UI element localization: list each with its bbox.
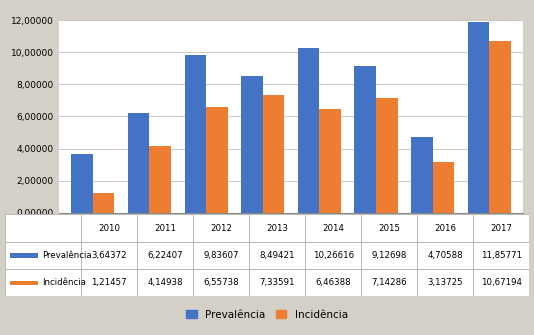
Bar [473, 214, 529, 242]
Bar [305, 269, 361, 296]
Text: 11,85771: 11,85771 [481, 251, 522, 260]
Text: Incidência: Incidência [43, 278, 87, 287]
Text: 4,14938: 4,14938 [147, 278, 183, 287]
Bar [263, 95, 284, 213]
Bar [305, 214, 361, 242]
Bar [71, 154, 93, 213]
Text: 6,55738: 6,55738 [203, 278, 239, 287]
Bar [473, 242, 529, 269]
Bar [468, 22, 489, 213]
Bar [376, 98, 397, 213]
Bar [150, 146, 171, 213]
Bar [417, 214, 473, 242]
Bar [128, 113, 150, 213]
Bar [298, 48, 319, 213]
Text: 2017: 2017 [490, 223, 512, 232]
Bar [473, 269, 529, 296]
Text: 1,21457: 1,21457 [91, 278, 127, 287]
Text: 7,14286: 7,14286 [371, 278, 407, 287]
Text: 7,33591: 7,33591 [260, 278, 295, 287]
Bar [81, 214, 137, 242]
Legend: Prevalência, Incidência: Prevalência, Incidência [184, 308, 350, 322]
Bar [361, 269, 417, 296]
Bar [193, 214, 249, 242]
Text: 6,46388: 6,46388 [316, 278, 351, 287]
Text: 2016: 2016 [434, 223, 456, 232]
Bar [411, 137, 433, 213]
Text: 2011: 2011 [154, 223, 176, 232]
Text: 9,83607: 9,83607 [203, 251, 239, 260]
Text: 2013: 2013 [266, 223, 288, 232]
Bar [5, 269, 81, 296]
Bar [185, 55, 206, 213]
Bar [361, 214, 417, 242]
Bar [137, 242, 193, 269]
Text: 2012: 2012 [210, 223, 232, 232]
Bar [417, 242, 473, 269]
Text: 4,70588: 4,70588 [427, 251, 463, 260]
Bar [93, 193, 114, 213]
Bar [81, 269, 137, 296]
Bar [319, 109, 341, 213]
Bar [305, 242, 361, 269]
Bar [417, 269, 473, 296]
Text: 6,22407: 6,22407 [147, 251, 183, 260]
Bar [433, 162, 454, 213]
Bar [5, 242, 81, 269]
Bar [355, 66, 376, 213]
Bar [137, 214, 193, 242]
Text: 10,67194: 10,67194 [481, 278, 522, 287]
Text: 2014: 2014 [322, 223, 344, 232]
Text: 2010: 2010 [98, 223, 120, 232]
Bar [193, 242, 249, 269]
Bar [10, 280, 38, 285]
Text: 3,13725: 3,13725 [427, 278, 463, 287]
Text: 2015: 2015 [378, 223, 400, 232]
Bar [193, 269, 249, 296]
Bar [206, 108, 227, 213]
Bar [10, 253, 38, 258]
Text: 8,49421: 8,49421 [260, 251, 295, 260]
Bar [249, 269, 305, 296]
Bar [361, 242, 417, 269]
Text: 10,26616: 10,26616 [312, 251, 354, 260]
Text: Prevalência: Prevalência [43, 251, 92, 260]
Text: 3,64372: 3,64372 [91, 251, 127, 260]
Text: 9,12698: 9,12698 [372, 251, 407, 260]
Bar [249, 214, 305, 242]
Bar [489, 42, 511, 213]
Bar [249, 242, 305, 269]
Bar [241, 76, 263, 213]
Bar [5, 214, 81, 242]
Bar [137, 269, 193, 296]
Bar [81, 242, 137, 269]
